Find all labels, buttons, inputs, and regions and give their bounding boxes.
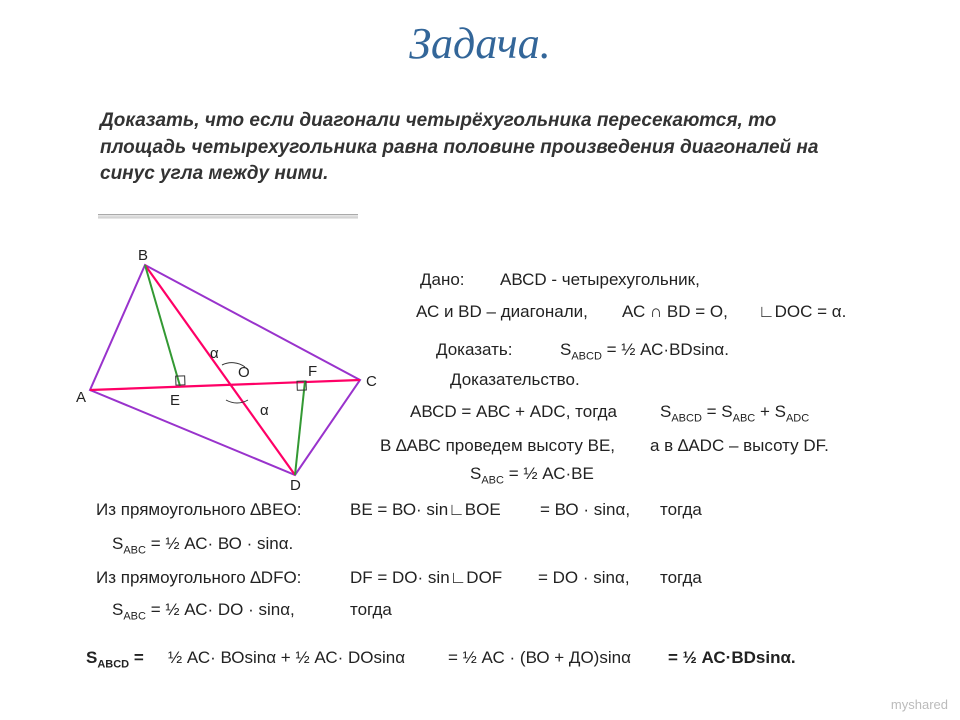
label-e: Е bbox=[170, 392, 180, 409]
proof-line6a: Из прямоугольного ∆DFО: bbox=[96, 568, 301, 588]
given-4: ∟DОС = α. bbox=[758, 302, 846, 322]
prove-label: Доказать: bbox=[436, 340, 512, 360]
proof-line7d: тогда bbox=[350, 600, 392, 620]
label-alpha1: α bbox=[210, 345, 219, 362]
prove-text: SABCD = ½ АС·ВDsinα. bbox=[560, 340, 729, 362]
proof-line8c: = ½ АС · (ВО + ДО)sinα bbox=[448, 648, 631, 668]
label-b: В bbox=[138, 250, 148, 264]
label-a: А bbox=[76, 389, 86, 406]
label-alpha2: α bbox=[260, 402, 269, 419]
proof-line1a: АВСD = АВС + АDС, тогда bbox=[410, 402, 617, 422]
watermark: myshared bbox=[891, 697, 948, 712]
proof-line1b: SABCD = SABC + SADC bbox=[660, 402, 809, 424]
given-1: АВСD - четырехугольник, bbox=[500, 270, 700, 290]
proof-line4d: тогда bbox=[660, 500, 702, 520]
proof-line2a: В ∆АВС проведем высоту ВЕ, bbox=[380, 436, 615, 456]
geometry-diagram: А В С D Е F О α α bbox=[70, 250, 380, 490]
proof-line6c: = DО · sinα, bbox=[538, 568, 630, 588]
proof-line3: SABC = ½ АС·ВЕ bbox=[470, 464, 594, 486]
label-f: F bbox=[308, 363, 317, 380]
proof-line8-lhs: SABCD = bbox=[86, 648, 144, 670]
label-d: D bbox=[290, 477, 301, 490]
label-c: С bbox=[366, 373, 377, 390]
given-3: АС ∩ ВD = О, bbox=[622, 302, 728, 322]
divider bbox=[98, 214, 358, 222]
page-title: Задача. bbox=[409, 18, 550, 69]
proof-line6d: тогда bbox=[660, 568, 702, 588]
proof-line8d: = ½ АС·ВDsinα. bbox=[668, 648, 796, 668]
label-o: О bbox=[238, 364, 250, 381]
proof-line5: SABC = ½ АС· ВО · sinα. bbox=[112, 534, 293, 556]
proof-line7: SABC = ½ АС· DО · sinα, bbox=[112, 600, 295, 622]
given-2: АС и ВD – диагонали, bbox=[416, 302, 588, 322]
problem-statement: Доказать, что если диагонали четырёхугол… bbox=[100, 108, 860, 188]
proof-line2b: а в ∆АDС – высоту DF. bbox=[650, 436, 829, 456]
proof-line6b: DF = DО· sin∟DОF bbox=[350, 568, 502, 588]
given-label: Дано: bbox=[420, 270, 465, 290]
proof-line4a: Из прямоугольного ∆ВЕО: bbox=[96, 500, 301, 520]
proof-line4c: = ВО · sinα, bbox=[540, 500, 630, 520]
proof-line8b: ½ АС· ВОsinα + ½ АС· DОsinα bbox=[168, 648, 405, 668]
proof-label: Доказательство. bbox=[450, 370, 580, 390]
proof-line4b: ВЕ = ВО· sin∟BОЕ bbox=[350, 500, 501, 520]
